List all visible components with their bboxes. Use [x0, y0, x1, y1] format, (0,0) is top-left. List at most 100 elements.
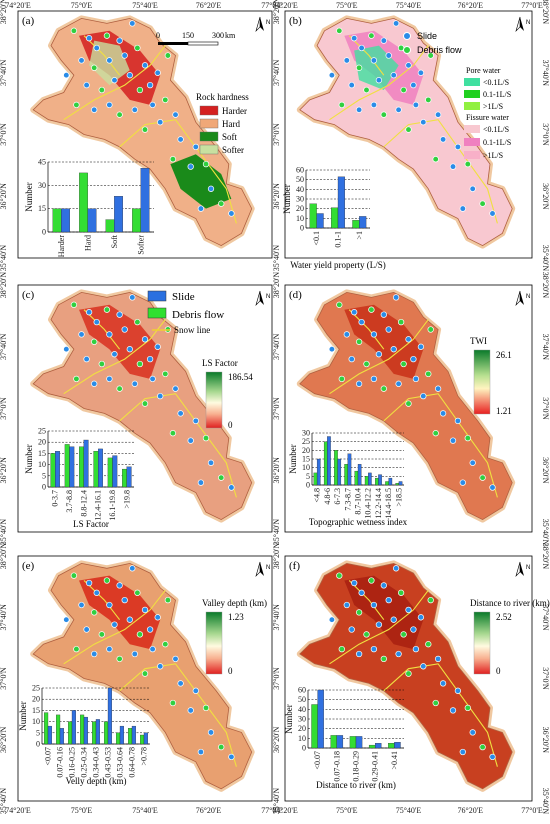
- ramp-min: 0: [496, 666, 501, 676]
- slide-point: [410, 81, 417, 89]
- y-tick-label: 10: [32, 717, 40, 726]
- slide-point: [131, 106, 138, 113]
- slide-point: [358, 44, 365, 52]
- slide-point: [197, 205, 205, 212]
- latitude-tick-right: 36°20'N: [541, 727, 550, 754]
- x-tick-label: 4.8-6: [323, 488, 332, 505]
- bar: [359, 216, 367, 229]
- latitude-tick-mid: 37°0'N: [272, 123, 281, 146]
- latitude-tick-right: 35°40'N: [541, 788, 550, 815]
- bar: [143, 732, 148, 745]
- debris-flow-point: [103, 306, 111, 313]
- slide-marker-icon: [403, 32, 411, 40]
- slide-point: [149, 375, 156, 383]
- debris-flow-point: [355, 609, 363, 616]
- debris-flow-point: [218, 200, 225, 207]
- longitude-tick-bottom: 77°0'E: [521, 806, 543, 815]
- bar: [311, 704, 318, 749]
- debris-flow-point: [355, 64, 363, 71]
- x-tick-label: Harder: [57, 235, 66, 258]
- x-tick-label: Soft: [110, 234, 119, 248]
- study-area: [299, 17, 513, 247]
- legend-slide: Slide: [417, 31, 437, 41]
- x-tick-label: 0.43-0.53: [104, 747, 113, 778]
- latitude-tick-right: 38°20'N: [541, 543, 550, 570]
- slide-point: [434, 111, 442, 118]
- bar: [107, 687, 112, 745]
- slide-point: [141, 606, 149, 614]
- debris-flow-point: [464, 160, 471, 168]
- slide-point: [348, 355, 355, 363]
- north-arrow-icon: [520, 291, 524, 305]
- bar: [388, 477, 393, 486]
- y-tick-label: 5: [306, 472, 310, 481]
- debris-flow-point: [116, 111, 123, 118]
- slide-point: [459, 205, 466, 212]
- bar: [313, 472, 318, 486]
- north-arrow-icon: [255, 16, 261, 33]
- x-tick-label: 8.7-10.4: [354, 488, 363, 515]
- study-area: [299, 562, 513, 790]
- debris-flow-point: [464, 434, 471, 442]
- y-tick-label: 15: [38, 449, 46, 458]
- slide-point: [370, 375, 378, 383]
- debris-flow-point: [479, 474, 486, 481]
- debris-flow-point: [70, 301, 78, 308]
- legend-label: Hard: [222, 119, 240, 129]
- y-tick-label: 50: [298, 695, 306, 704]
- north-label: N: [526, 294, 530, 300]
- slide-point: [385, 52, 392, 59]
- river-line: [63, 319, 166, 395]
- legend-debris: Debris flow: [417, 45, 462, 55]
- bar: [80, 714, 85, 745]
- slide-point: [146, 626, 154, 633]
- slide-point: [207, 459, 215, 466]
- latitude-tick-left: 37°40'N: [0, 59, 8, 86]
- debris-flow-point: [162, 370, 169, 378]
- x-tick-label: >18.5: [394, 488, 403, 507]
- slide-point: [454, 417, 462, 425]
- slide-point: [449, 163, 457, 170]
- slide-point: [177, 410, 184, 417]
- ramp-title: TWI: [470, 336, 487, 346]
- debris-flow-point: [405, 126, 412, 133]
- debris-flow-point: [397, 589, 405, 596]
- ramp-title: Distance to river (km): [470, 598, 550, 608]
- bar: [83, 716, 88, 745]
- debris-flow-point: [103, 577, 111, 584]
- bar: [44, 712, 49, 745]
- slide-point: [146, 355, 154, 363]
- panel-letter: (d): [289, 289, 302, 301]
- slide-point: [439, 136, 447, 143]
- bar: [309, 203, 317, 229]
- latitude-tick-left: 37°40'N: [0, 333, 8, 360]
- longitude-tick-bottom: 74°20'E: [5, 806, 31, 815]
- debris-flow-point: [425, 96, 432, 104]
- latitude-tick-left: 37°0'N: [0, 667, 8, 690]
- y-axis-label: Number: [288, 444, 298, 474]
- bar: [337, 176, 345, 229]
- slide-point: [375, 351, 383, 358]
- longitude-tick-top: 74°20'E: [5, 1, 31, 10]
- slide-point: [405, 336, 412, 343]
- longitude-tick-top: 75°0'E: [71, 1, 93, 10]
- longitude-tick-top: 76°20'E: [196, 1, 222, 10]
- y-tick-label: 50: [296, 175, 304, 184]
- scale-bar-segment: [187, 41, 219, 46]
- slide-point: [348, 626, 355, 633]
- bar: [317, 689, 324, 749]
- north-arrow-icon: [520, 562, 524, 576]
- north-arrow-icon: [260, 17, 264, 31]
- bar: [354, 470, 359, 486]
- x-tick-label: <4.8: [313, 488, 322, 503]
- slide-point: [343, 331, 350, 338]
- slide-point: [121, 52, 128, 59]
- slide-point: [85, 579, 93, 587]
- slide-point: [207, 185, 215, 192]
- bar: [128, 728, 133, 745]
- x-tick-label: <0.07: [44, 747, 53, 766]
- slide-point: [417, 614, 425, 621]
- slide-point: [149, 645, 156, 653]
- slide-point: [370, 331, 378, 338]
